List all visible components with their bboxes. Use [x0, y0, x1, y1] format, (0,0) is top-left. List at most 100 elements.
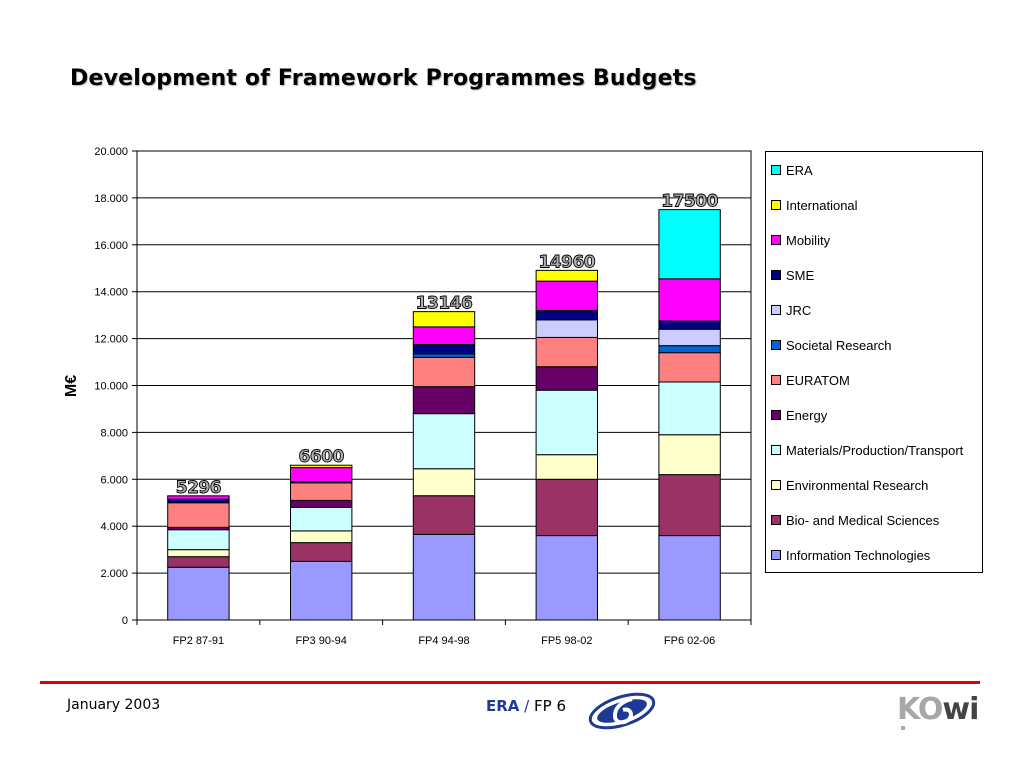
y-axis-title: M€ [63, 375, 80, 397]
bar-segment [658, 328, 721, 347]
bar-segment [658, 320, 721, 330]
y-tick-label: 2.000 [100, 568, 128, 580]
bar-segment [412, 413, 476, 470]
y-tick-label: 20.000 [94, 146, 128, 158]
legend-swatch [771, 270, 781, 280]
footer-slash: / [519, 697, 534, 715]
bar-segment [658, 209, 721, 280]
footer-programme-label: ERA / FP 6 [486, 697, 566, 715]
x-tick-label: FP5 98-02 [541, 635, 592, 647]
bar-segment [412, 356, 476, 388]
legend-label: Materials/Production/Transport [786, 442, 964, 458]
legend-swatch [771, 550, 781, 560]
bar-segment [412, 495, 476, 535]
legend-item: ERA [771, 160, 813, 180]
legend-label: EURATOM [786, 372, 850, 388]
bar-segment [412, 326, 476, 345]
legend-label: Information Technologies [786, 547, 931, 563]
bar-segment [290, 467, 353, 483]
footer-divider [40, 681, 980, 684]
y-tick-label: 12.000 [94, 334, 128, 346]
bar-segment [535, 280, 598, 311]
legend-label: Energy [786, 407, 828, 423]
bar-segment [658, 278, 721, 322]
chart-legend: ERA International Mobility SME JRC Societal R… [765, 151, 983, 573]
legend-item: Materials/Production/Transport [771, 440, 963, 460]
bar-segment [167, 495, 230, 500]
bar-segment [167, 502, 230, 528]
legend-label: Mobility [786, 232, 831, 248]
bar-segment [658, 381, 721, 436]
bar-segment [535, 319, 598, 338]
legend-label: JRC [786, 302, 812, 318]
legend-label: SME [786, 267, 815, 283]
bar-segment [658, 352, 721, 383]
bar-segment [535, 535, 598, 621]
bar-segment [290, 506, 353, 532]
page-title: Development of Framework Programmes Budg… [70, 66, 697, 91]
kowi-logo: KOwi [897, 692, 979, 727]
bar-total-label: 5296 [176, 478, 221, 498]
legend-label: International [786, 197, 858, 213]
legend-label: Bio- and Medical Sciences [786, 512, 940, 528]
legend-item: Societal Research [771, 335, 892, 355]
y-tick-label: 16.000 [94, 240, 128, 252]
kowi-logo-dot [901, 726, 905, 730]
bar-segment [535, 269, 598, 282]
bar-segment [290, 560, 353, 621]
bar-segment [535, 478, 598, 537]
bar-segment [167, 556, 230, 568]
bar-segment [535, 336, 598, 368]
bar-segment [535, 454, 598, 480]
bar-total-label: 13146 [416, 294, 473, 314]
legend-swatch [771, 305, 781, 315]
bar-segment [167, 529, 230, 551]
legend-item: Energy [771, 405, 827, 425]
bar-segment [535, 309, 598, 321]
y-tick-label: 0 [122, 615, 128, 627]
bar-total-label: 17500 [661, 192, 718, 212]
legend-label: Environmental Research [786, 477, 929, 493]
legend-swatch [771, 445, 781, 455]
kowi-logo-wi: wi [942, 692, 979, 727]
legend-swatch [771, 340, 781, 350]
bar-segment [412, 533, 476, 621]
legend-item: EURATOM [771, 370, 850, 390]
legend-swatch [771, 165, 781, 175]
legend-swatch [771, 480, 781, 490]
legend-item: Bio- and Medical Sciences [771, 510, 939, 530]
footer-date: January 2003 [67, 697, 161, 713]
bar-total-label: 14960 [538, 252, 595, 272]
legend-item: SME [771, 265, 814, 285]
y-tick-label: 4.000 [100, 521, 128, 533]
bar-segment [290, 464, 353, 469]
legend-swatch [771, 410, 781, 420]
y-tick-label: 10.000 [94, 381, 128, 393]
y-tick-label: 18.000 [94, 193, 128, 205]
x-tick-label: FP6 02-06 [664, 635, 715, 647]
kowi-logo-ko: KO [897, 692, 943, 727]
bar-total-label: 6600 [299, 447, 345, 467]
bar-segment [290, 499, 353, 508]
bar-segment [658, 474, 721, 537]
bar-segment [535, 366, 598, 391]
legend-swatch [771, 515, 781, 525]
budget-chart: 0 2.000 4.000 6.000 8.000 10.000 12.000 14.000 1… [63, 146, 752, 647]
legend-label: ERA [786, 162, 813, 178]
x-tick-label: FP4 94-98 [418, 635, 469, 647]
bar-segment [167, 566, 230, 621]
bar-segment [535, 389, 598, 456]
bar-segment [658, 434, 721, 476]
legend-label: Societal Research [786, 337, 892, 353]
legend-item: Environmental Research [771, 475, 928, 495]
legend-item: International [771, 195, 858, 215]
fp6-logo-icon [588, 692, 656, 730]
x-tick-label: FP3 90-94 [296, 635, 347, 647]
legend-item: Mobility [771, 230, 830, 250]
legend-item: JRC [771, 300, 811, 320]
legend-swatch [771, 200, 781, 210]
bar-segment [412, 468, 476, 497]
bar-segment [290, 530, 353, 544]
x-tick-label: FP2 87-91 [173, 635, 224, 647]
bar-segment [412, 386, 476, 415]
